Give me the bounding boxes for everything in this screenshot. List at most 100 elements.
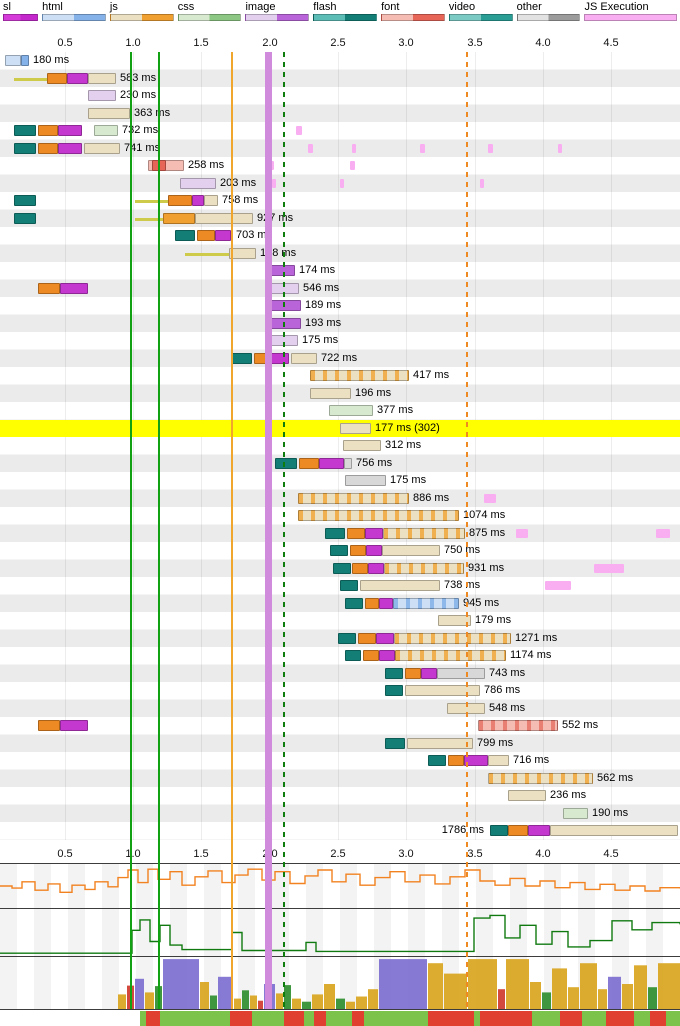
request-row[interactable]: 189 ms bbox=[0, 297, 680, 315]
segment-exec bbox=[420, 143, 425, 153]
request-row[interactable]: 875 ms bbox=[0, 525, 680, 543]
request-row[interactable]: 177 ms (302) bbox=[0, 419, 680, 437]
segment-con bbox=[363, 650, 379, 661]
segment-jsL bbox=[88, 107, 130, 119]
request-row[interactable]: 583 ms bbox=[0, 70, 680, 88]
request-time-label: 174 ms bbox=[299, 264, 336, 276]
segment-oth bbox=[345, 475, 386, 486]
request-row[interactable]: 312 ms bbox=[0, 437, 680, 455]
request-row[interactable]: 178 ms bbox=[0, 245, 680, 263]
segment-oth bbox=[437, 667, 485, 679]
segment-con bbox=[168, 195, 192, 206]
segment-dns bbox=[14, 142, 36, 154]
segment-dns bbox=[333, 562, 351, 574]
segment-htmlL bbox=[5, 55, 21, 66]
long-task-segment bbox=[650, 1011, 666, 1026]
request-row[interactable]: 546 ms bbox=[0, 280, 680, 298]
request-row[interactable]: 927 ms bbox=[0, 210, 680, 228]
main-thread-activity-bar bbox=[200, 982, 209, 1009]
segment-jsL bbox=[195, 212, 253, 224]
request-row[interactable]: 180 ms bbox=[0, 52, 680, 70]
main-thread-activity-bar bbox=[356, 996, 367, 1009]
request-row[interactable]: 732 ms bbox=[0, 122, 680, 140]
legend-color-swatch-icon bbox=[516, 14, 581, 21]
request-row[interactable]: 236 ms bbox=[0, 787, 680, 805]
segment-imgL bbox=[180, 177, 216, 189]
request-row[interactable]: 756 ms bbox=[0, 455, 680, 473]
request-row[interactable]: 758 ms bbox=[0, 192, 680, 210]
segment-exec bbox=[352, 143, 356, 153]
segment-dns bbox=[175, 230, 195, 241]
request-row[interactable]: 363 ms bbox=[0, 105, 680, 123]
request-row[interactable]: 174 ms bbox=[0, 262, 680, 280]
segment-exec bbox=[488, 143, 493, 153]
request-time-label: 583 ms bbox=[120, 71, 157, 84]
request-row[interactable]: 1271 ms bbox=[0, 630, 680, 648]
segment-tick bbox=[135, 217, 163, 221]
segment-jsL bbox=[407, 737, 473, 749]
segment-exec bbox=[270, 161, 274, 170]
request-row[interactable]: 377 ms bbox=[0, 402, 680, 420]
request-row[interactable]: 203 ms bbox=[0, 175, 680, 193]
segment-ssl bbox=[528, 825, 550, 836]
request-row[interactable]: 786 ms bbox=[0, 682, 680, 700]
request-row[interactable]: 741 ms bbox=[0, 140, 680, 158]
request-row[interactable]: 193 ms bbox=[0, 315, 680, 333]
cpu-utilization-panel-svg bbox=[0, 868, 680, 893]
request-row[interactable]: 552 ms bbox=[0, 717, 680, 735]
browser-main-thread-panel bbox=[0, 956, 680, 1009]
request-row[interactable]: 1074 ms bbox=[0, 507, 680, 525]
request-row[interactable]: 886 ms bbox=[0, 490, 680, 508]
main-thread-activity-bar bbox=[276, 993, 283, 1009]
legend-color-swatch-icon bbox=[245, 14, 310, 21]
request-row[interactable]: 196 ms bbox=[0, 385, 680, 403]
axis-tick-label: 3.0 bbox=[398, 37, 414, 49]
segment-jsL bbox=[84, 142, 120, 154]
request-time-label: 175 ms bbox=[390, 474, 427, 486]
request-row[interactable]: 179 ms bbox=[0, 612, 680, 630]
request-row[interactable]: 417 ms bbox=[0, 367, 680, 385]
request-row[interactable]: 190 ms bbox=[0, 805, 680, 823]
request-row[interactable]: 945 ms bbox=[0, 595, 680, 613]
request-row[interactable]: 931 ms bbox=[0, 560, 680, 578]
segment-htmlD bbox=[21, 55, 29, 66]
main-thread-activity-bar bbox=[258, 1000, 263, 1009]
segment-con bbox=[38, 720, 60, 731]
segment-fontD bbox=[152, 160, 166, 171]
main-thread-activity-bar bbox=[163, 959, 199, 1009]
segment-imgD bbox=[270, 300, 301, 311]
request-row[interactable]: 258 ms bbox=[0, 157, 680, 175]
segment-ssl bbox=[215, 230, 231, 241]
main-thread-activity-bar bbox=[580, 963, 597, 1009]
request-row[interactable]: 175 ms bbox=[0, 332, 680, 350]
cpu-utilization-line bbox=[0, 868, 680, 893]
request-row[interactable]: 738 ms bbox=[0, 577, 680, 595]
segment-exec bbox=[516, 528, 528, 538]
request-row[interactable]: 175 ms bbox=[0, 472, 680, 490]
request-row[interactable]: 1786 ms bbox=[0, 822, 680, 840]
request-row[interactable]: 799 ms bbox=[0, 735, 680, 753]
request-row[interactable]: 230 ms bbox=[0, 87, 680, 105]
request-time-label: 703 ms bbox=[236, 229, 273, 241]
request-row[interactable]: 548 ms bbox=[0, 700, 680, 718]
request-time-label: 875 ms bbox=[469, 526, 506, 539]
legend-color-swatch-icon bbox=[313, 14, 378, 21]
segment-dns bbox=[14, 125, 36, 136]
segment-dns bbox=[340, 580, 358, 591]
long-task-segment bbox=[146, 1011, 160, 1026]
request-row[interactable]: 1174 ms bbox=[0, 647, 680, 665]
segment-dns bbox=[338, 632, 356, 644]
segment-ssl bbox=[366, 545, 382, 556]
request-row[interactable]: 743 ms bbox=[0, 665, 680, 683]
request-time-label: 552 ms bbox=[562, 719, 599, 731]
long-tasks-strip bbox=[0, 1009, 680, 1026]
time-gridline bbox=[201, 52, 202, 840]
request-row[interactable]: 703 ms bbox=[0, 227, 680, 245]
request-row[interactable]: 722 ms bbox=[0, 350, 680, 368]
segment-ssl bbox=[319, 457, 344, 469]
request-time-label: 175 ms bbox=[302, 334, 339, 346]
request-row[interactable]: 750 ms bbox=[0, 542, 680, 560]
request-row[interactable]: 562 ms bbox=[0, 770, 680, 788]
request-row[interactable]: 716 ms bbox=[0, 752, 680, 770]
